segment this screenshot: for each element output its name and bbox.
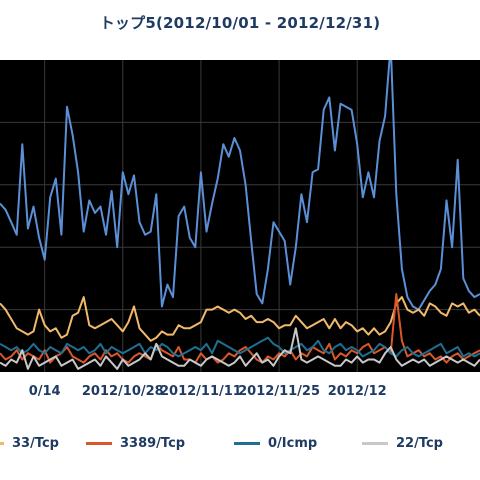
legend-label: 3389/Tcp bbox=[120, 436, 186, 451]
plot-area bbox=[0, 60, 480, 372]
series-line bbox=[0, 293, 480, 364]
x-tick-label: 2012/11/11 bbox=[159, 384, 242, 399]
chart-title: トップ5(2012/10/01 - 2012/12/31) bbox=[99, 14, 381, 32]
legend-swatch bbox=[362, 442, 388, 445]
x-tick-label: 2012/12 bbox=[327, 384, 387, 399]
legend-item[interactable]: 22/Tcp bbox=[362, 436, 443, 451]
legend-swatch bbox=[86, 442, 112, 445]
legend-label: 33/Tcp bbox=[12, 436, 59, 451]
legend-label: 0/Icmp bbox=[268, 436, 318, 451]
legend-swatch bbox=[0, 442, 4, 445]
series-line bbox=[0, 60, 480, 311]
x-tick-label: 0/14 bbox=[28, 384, 61, 399]
legend-swatch bbox=[234, 442, 260, 445]
x-tick-label: 2012/10/28 bbox=[81, 384, 164, 399]
x-tick-label: 2012/11/25 bbox=[238, 384, 320, 399]
series-line bbox=[0, 336, 480, 358]
line-chart bbox=[0, 60, 480, 372]
series-line bbox=[0, 327, 480, 370]
legend-item[interactable]: 33/Tcp bbox=[0, 436, 59, 451]
series-line bbox=[0, 296, 480, 342]
legend-item[interactable]: 3389/Tcp bbox=[86, 436, 185, 451]
legend-label: 22/Tcp bbox=[396, 436, 443, 451]
chart-legend: 33/Tcp 3389/Tcp 0/Icmp 22/Tcp bbox=[0, 436, 480, 460]
legend-item[interactable]: 0/Icmp bbox=[234, 436, 317, 451]
